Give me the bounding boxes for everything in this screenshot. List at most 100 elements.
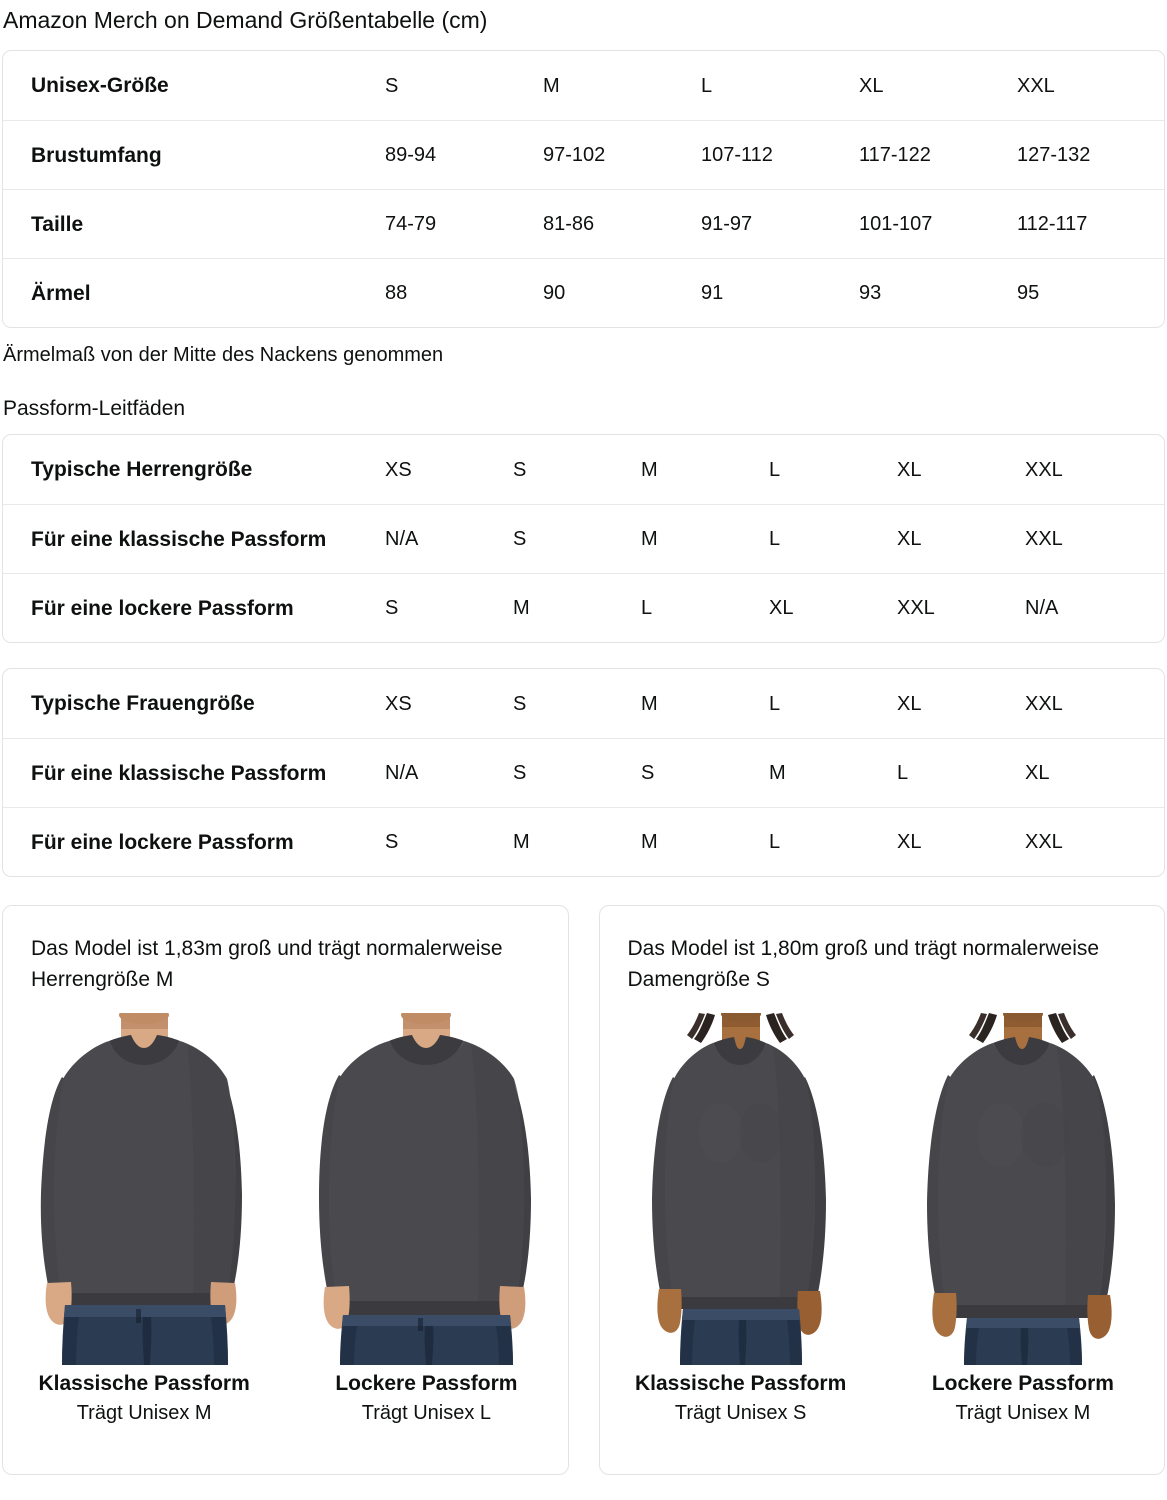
male-model-panel: Das Model ist 1,83m groß und trägt norma… [2,905,569,1475]
female-model-relaxed-fit-photo [882,1013,1164,1365]
mens-fit-guide-table: Typische Herrengröße XS S M L XL XXL Für… [2,434,1165,643]
table-cell: S [641,762,655,784]
table-cell: S [513,458,527,481]
table-cell: XXL [1025,458,1063,481]
row-label: Brustumfang [31,143,162,167]
sleeve-measurement-note: Ärmelmaß von der Mitte des Nackens genom… [3,344,444,366]
table-row: Typische Herrengröße XS S M L XL XXL [3,435,1164,504]
female-model-description: Das Model ist 1,80m groß und trägt norma… [627,937,1100,991]
row-values: S M M L XL XXL [385,829,1164,855]
fit-label: Klassische Passform [634,1372,847,1395]
table-cell: XL [897,528,922,550]
table-cell: M [641,692,658,715]
table-cell: M [513,597,530,619]
female-classic-fit-illustration [633,1013,849,1365]
wears-label: Trägt Unisex M [76,1402,212,1424]
table-cell: 107-112 [701,144,773,166]
male-relaxed-fit-illustration [318,1013,534,1365]
table-cell: 90 [543,282,566,304]
page-title: Amazon Merch on Demand Größentabelle (cm… [3,7,488,33]
male-classic-fit-illustration [36,1013,252,1365]
table-cell: 97-102 [543,144,606,166]
female-relaxed-fit-illustration [915,1013,1131,1365]
table-cell: M [641,528,658,550]
male-model-captions: Klassische Passform Trägt Unisex M Locke… [3,1369,568,1428]
table-cell: 74-79 [385,213,437,235]
table-cell: XXL [1017,74,1055,97]
table-cell: L [769,831,781,853]
table-cell: S [513,528,527,550]
row-label: Für eine klassische Passform [31,527,327,551]
table-cell: 127-132 [1017,144,1091,166]
table-cell: L [641,597,653,619]
row-values: XS S M L XL XXL [385,691,1164,717]
row-values: XS S M L XL XXL [385,457,1164,483]
table-cell: XL [1025,762,1050,784]
female-model-panel: Das Model ist 1,80m groß und trägt norma… [598,905,1165,1475]
row-label: Für eine klassische Passform [31,761,327,785]
table-cell: 101-107 [859,213,933,235]
table-cell: 95 [1017,282,1040,304]
table-cell: N/A [385,528,419,550]
row-label: Für eine lockere Passform [31,596,294,620]
row-label: Ärmel [31,281,91,305]
table-cell: N/A [385,762,419,784]
table-cell: XL [769,597,794,619]
table-cell: S [513,692,527,715]
female-classic-fit-caption: Klassische Passform Trägt Unisex S [600,1369,882,1428]
table-cell: 93 [859,282,882,304]
fit-guides-heading: Passform-Leitfäden [3,397,186,420]
table-cell: XL [897,692,922,715]
table-cell: S [385,831,399,853]
wears-label: Trägt Unisex L [361,1402,492,1424]
row-label: Typische Herrengröße [31,458,253,481]
row-label: Unisex-Größe [31,74,169,97]
table-row: Taille 74-79 81-86 91-97 101-107 112-117 [3,189,1164,258]
table-cell: M [543,74,560,97]
row-label: Typische Frauengröße [31,692,255,715]
row-label: Taille [31,212,84,236]
table-cell: M [769,762,786,784]
table-cell: XXL [897,597,935,619]
row-values: 89-94 97-102 107-112 117-122 127-132 [385,142,1164,168]
male-relaxed-fit-caption: Lockere Passform Trägt Unisex L [285,1369,567,1428]
table-cell: XL [897,831,922,853]
table-cell: 91-97 [701,213,753,235]
row-values: S M L XL XXL N/A [385,595,1164,621]
table-cell: N/A [1025,597,1059,619]
unisex-size-table: Unisex-Größe S M L XL XXL Brustumfang 89… [2,50,1165,328]
table-cell: XXL [1025,831,1063,853]
womens-fit-guide-table: Typische Frauengröße XS S M L XL XXL Für… [2,668,1165,877]
wears-label: Trägt Unisex S [674,1402,807,1424]
table-cell: M [513,831,530,853]
table-cell: 81-86 [543,213,595,235]
row-values: N/A S M L XL XXL [385,526,1164,552]
table-cell: L [769,692,781,715]
fit-label: Klassische Passform [38,1372,250,1395]
table-cell: L [769,528,781,550]
male-model-classic-fit-photo [3,1013,285,1365]
table-row: Für eine lockere Passform S M L XL XXL N… [3,573,1164,642]
male-model-relaxed-fit-photo [285,1013,567,1365]
male-model-description: Das Model ist 1,83m groß und trägt norma… [31,937,503,991]
female-relaxed-fit-caption: Lockere Passform Trägt Unisex M [882,1369,1164,1428]
table-cell: L [701,74,713,97]
table-row: Unisex-Größe S M L XL XXL [3,51,1164,120]
table-cell: XXL [1025,528,1063,550]
row-values: N/A S S M L XL [385,760,1164,786]
table-cell: XL [897,458,922,481]
table-cell: 117-122 [859,144,931,166]
table-cell: XS [385,458,412,481]
fit-label: Lockere Passform [931,1372,1114,1395]
table-cell: L [897,762,909,784]
table-row: Für eine klassische Passform N/A S M L X… [3,504,1164,573]
male-classic-fit-caption: Klassische Passform Trägt Unisex M [3,1369,285,1428]
wears-label: Trägt Unisex M [955,1402,1091,1424]
table-cell: XL [859,74,884,97]
table-row: Brustumfang 89-94 97-102 107-112 117-122… [3,120,1164,189]
table-cell: XS [385,692,412,715]
fit-label: Lockere Passform [335,1372,518,1395]
row-values: 88 90 91 93 95 [385,280,1164,306]
table-cell: 91 [701,282,724,304]
